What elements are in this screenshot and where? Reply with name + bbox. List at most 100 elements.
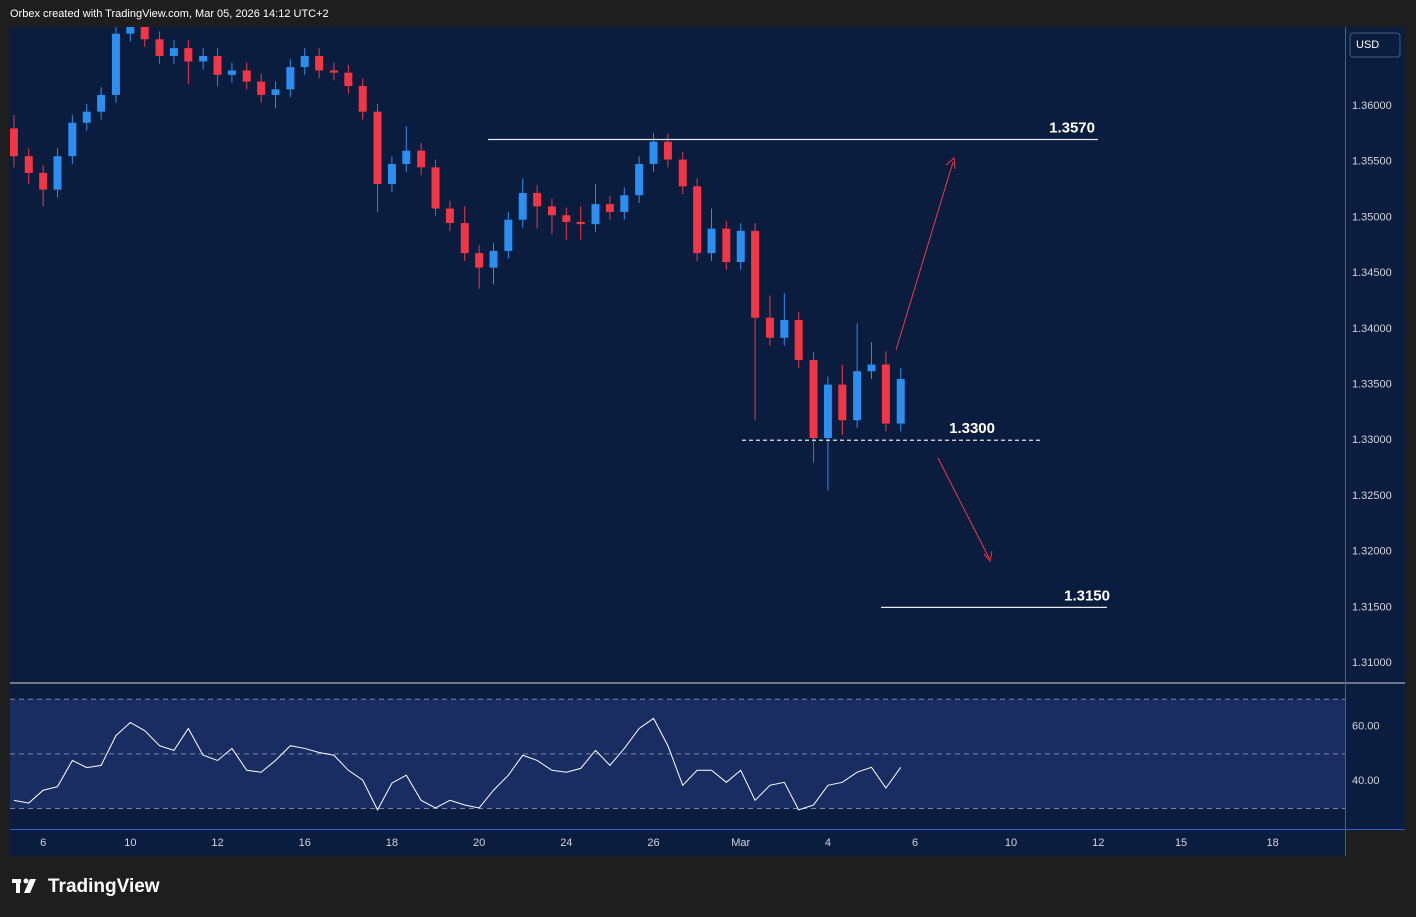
candle-body [184,48,193,62]
candle-body [417,150,426,168]
arrow [937,457,990,559]
candle-body [358,86,367,112]
y-tick-label: 1.32000 [1352,546,1392,558]
logo-shape [23,878,29,884]
logo [12,878,36,893]
candle-body [445,208,454,224]
candle-body [126,27,135,34]
candle-body [387,164,396,185]
candle-body [504,219,513,251]
candle-body [780,319,789,338]
x-tick-label: 16 [299,837,311,849]
candle-body [736,230,745,263]
candle-body [344,72,353,87]
y-tick-label: 1.34000 [1352,323,1392,335]
candle-body [286,67,295,90]
candle-body [605,204,614,212]
level-label: 1.3150 [1064,587,1110,604]
level-label: 1.3300 [949,420,995,437]
candle-body [271,89,280,95]
candle-body [227,70,236,75]
y-tick-label: 1.36000 [1352,100,1392,112]
candle-body [402,150,411,165]
x-tick-label: 18 [386,837,398,849]
candle-body [53,156,62,190]
arrow [895,161,954,351]
y-tick-label: 1.31000 [1352,657,1392,669]
y-tick-label: 1.35000 [1352,211,1392,223]
candle-body [140,27,149,40]
x-tick-label: Mar [731,837,750,849]
candle-body [39,172,48,190]
candle-body [111,33,120,95]
candle-body [809,360,818,439]
candle-body [838,384,847,421]
x-tick-label: 10 [124,837,136,849]
candle-body [591,204,600,225]
candle-body [693,186,702,254]
currency: USD [1356,39,1379,51]
x-tick-label: 18 [1267,837,1279,849]
candle-body [562,215,571,222]
rsi-tick-label: 60.00 [1352,721,1380,733]
logo-shape [16,879,20,893]
candle-body [315,55,324,71]
candle-body [707,228,716,254]
candle-body [329,70,338,73]
y-tick-label: 1.33500 [1352,378,1392,390]
candle-body [97,94,106,112]
brand: TradingView [48,876,160,897]
candle-body [518,192,527,220]
rsi-tick-label: 40.00 [1352,775,1380,787]
arrow-head [983,550,993,563]
y-tick-label: 1.33000 [1352,434,1392,446]
candle-body [300,55,309,68]
arrow-head [945,156,956,170]
x-tick-label: 15 [1175,837,1187,849]
candle-body [881,364,890,424]
candle-body [867,364,876,372]
candle-body [649,141,658,165]
x-tick-label: 6 [912,837,918,849]
candle-body [155,39,164,56]
x-tick-label: 26 [647,837,659,849]
candle-body [663,141,672,160]
x-tick-label: 20 [473,837,485,849]
candle-body [853,371,862,421]
rsi [10,698,1345,811]
candle-body [82,111,91,123]
price-pane [10,27,1345,682]
candle-body [678,159,687,187]
candle-body [635,164,644,196]
candle-body [794,319,803,361]
candle-body [751,230,760,318]
candle-body [533,192,542,207]
x-tick-label: 4 [825,837,831,849]
candle-body [722,228,731,263]
annotations: 1.3570 1.3300 1.3150 [488,119,1110,608]
x-tick-label: 12 [1092,837,1104,849]
candle-body [620,195,629,212]
candle-body [10,128,18,157]
candle-body [213,55,222,75]
candle-body [24,156,33,173]
candle-body [242,70,251,82]
candle-body [169,48,178,56]
price-axis [1345,27,1405,829]
candle-body [475,253,484,268]
candle-body [823,384,832,439]
candle-body [460,223,469,254]
y-tick-label: 1.34500 [1352,267,1392,279]
y-tick-label: 1.35500 [1352,156,1392,168]
x-tick-label: 12 [211,837,223,849]
x-tick-label: 10 [1005,837,1017,849]
level-label: 1.3570 [1049,119,1095,136]
rsi-line [13,717,902,811]
candles [10,27,905,491]
y-tick-label: 1.32500 [1352,490,1392,502]
y-tick-label: 1.31500 [1352,601,1392,613]
logo-shape [24,879,36,893]
candle-body [257,81,266,95]
